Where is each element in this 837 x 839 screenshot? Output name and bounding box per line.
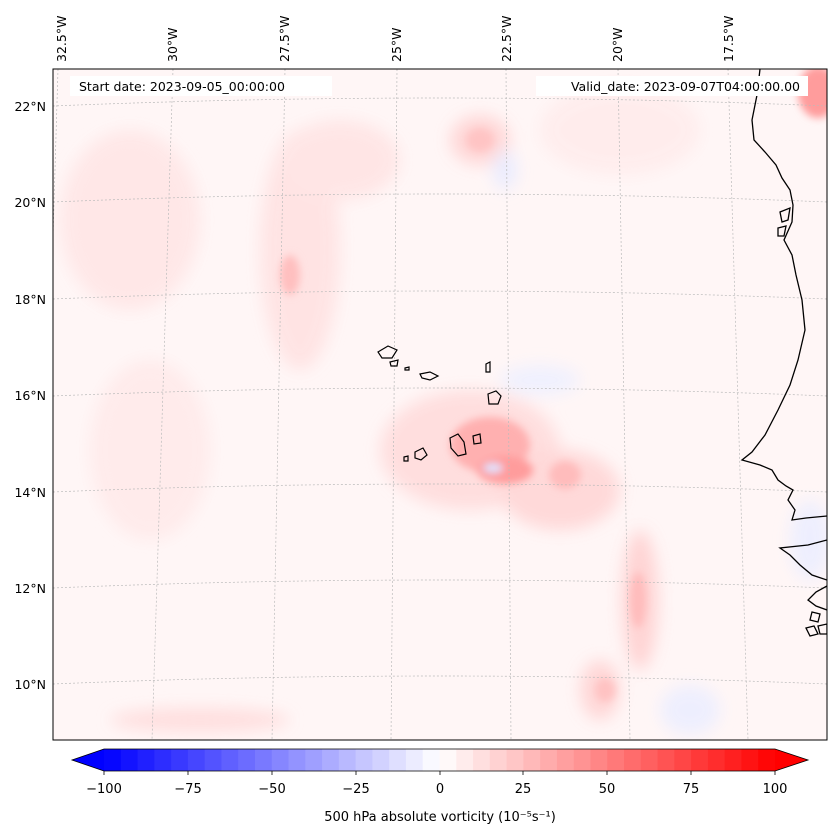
longitude-labels: 32.5°W 30°W 27.5°W 25°W 22.5°W 20°W 17.5… (54, 16, 736, 62)
colorbar: −100 −75 −50 −25 0 25 50 75 100 500 hPa … (70, 748, 810, 825)
lon-label-27-5w: 27.5°W (277, 16, 292, 62)
cb-tick-label: −100 (86, 782, 122, 797)
colorbar-segment (154, 749, 172, 771)
island-sal (485, 361, 491, 373)
cb-tick-label: 100 (763, 782, 788, 797)
start-date-label: Start date: 2023-09-05_00:00:00 (79, 79, 285, 94)
colorbar-segment (657, 749, 675, 771)
lon-label-20w: 20°W (610, 27, 625, 62)
lon-label-17-5w: 17.5°W (721, 16, 736, 62)
lat-label-10n: 10°N (14, 677, 46, 692)
colorbar-segment (389, 749, 407, 771)
island-brava (403, 455, 409, 462)
cb-tick-label: 25 (515, 782, 532, 797)
colorbar-ticks (103, 771, 776, 775)
colorbar-segment (523, 749, 541, 771)
colorbar-segment (473, 749, 491, 771)
colorbar-segment (104, 749, 122, 771)
colorbar-segment (724, 749, 743, 771)
lat-label-16n: 16°N (14, 388, 46, 403)
island-maio (472, 433, 482, 445)
cb-tick-label: 50 (599, 782, 616, 797)
cape-verde-islands (377, 345, 502, 462)
lon-label-25w: 25°W (389, 27, 404, 62)
lat-label-18n: 18°N (14, 292, 46, 307)
colorbar-segment (456, 749, 474, 771)
colorbar-segment (556, 749, 575, 771)
colorbar-segment (137, 749, 155, 771)
island-santa-luzia (404, 366, 410, 371)
colorbar-segment (590, 749, 608, 771)
colorbar-segment (422, 749, 441, 771)
map-area: Start date: 2023-09-05_00:00:00 Valid_da… (53, 69, 827, 740)
island-fogo (414, 447, 428, 461)
island-santiago (449, 433, 467, 457)
cb-tick-label: 0 (436, 782, 444, 797)
colorbar-segment (506, 749, 524, 771)
colorbar-segment (691, 749, 709, 771)
colorbar-segment (405, 749, 424, 771)
colorbar-segment (204, 749, 223, 771)
colorbar-segment (305, 749, 323, 771)
island-sao-nicolau (419, 371, 440, 381)
colorbar-segment (707, 749, 726, 771)
africa-coastline-south (778, 539, 827, 581)
colorbar-extend-high (775, 749, 808, 771)
cb-tick-label: −50 (258, 782, 285, 797)
cb-tick-label: −25 (342, 782, 369, 797)
colorbar-segments (104, 749, 776, 771)
vorticity-field (60, 69, 827, 735)
colorbar-segment (640, 749, 659, 771)
colorbar-segment (489, 749, 508, 771)
island-santo-antao (377, 345, 398, 359)
lat-label-22n: 22°N (14, 99, 46, 114)
colorbar-segment (120, 749, 139, 771)
lon-label-22-5w: 22.5°W (499, 16, 514, 62)
colorbar-segment (322, 749, 340, 771)
colorbar-segment (540, 749, 558, 771)
lat-label-12n: 12°N (14, 581, 46, 596)
coastline (740, 69, 827, 637)
colorbar-extend-low (72, 749, 104, 771)
colorbar-segment (607, 749, 625, 771)
start-date-box: Start date: 2023-09-05_00:00:00 (70, 76, 332, 96)
cb-tick-label: 75 (683, 782, 700, 797)
africa-coastline (740, 69, 827, 521)
colorbar-segment (674, 749, 692, 771)
map-frame (52, 68, 828, 741)
lat-label-20n: 20°N (14, 195, 46, 210)
colorbar-segment (741, 749, 759, 771)
lon-label-30w: 30°W (165, 27, 180, 62)
colorbar-segment (171, 749, 189, 771)
colorbar-segment (288, 749, 306, 771)
colorbar-segment (254, 749, 273, 771)
valid-date-label: Valid_date: 2023-09-07T04:00:00.00 (571, 79, 800, 94)
island-boa-vista (487, 390, 502, 405)
colorbar-segment (758, 749, 776, 771)
colorbar-segment (355, 749, 374, 771)
colorbar-tick-labels: −100 −75 −50 −25 0 25 50 75 100 (86, 782, 787, 797)
colorbar-segment (372, 749, 390, 771)
colorbar-segment (573, 749, 592, 771)
lat-label-14n: 14°N (14, 485, 46, 500)
latitude-labels: 22°N 20°N 18°N 16°N 14°N 12°N 10°N (14, 99, 46, 692)
colorbar-segment (238, 749, 256, 771)
colorbar-title: 500 hPa absolute vorticity (10⁻⁵s⁻¹) (324, 810, 556, 825)
valid-date-box: Valid_date: 2023-09-07T04:00:00.00 (536, 76, 808, 96)
colorbar-segment (338, 749, 357, 771)
island-sao-vicente (389, 359, 399, 367)
colorbar-segment (439, 749, 457, 771)
colorbar-segment (271, 749, 290, 771)
colorbar-segment (624, 749, 642, 771)
lon-label-32-5w: 32.5°W (54, 16, 69, 62)
cb-tick-label: −75 (174, 782, 201, 797)
colorbar-segment (187, 749, 206, 771)
colorbar-segment (221, 749, 239, 771)
